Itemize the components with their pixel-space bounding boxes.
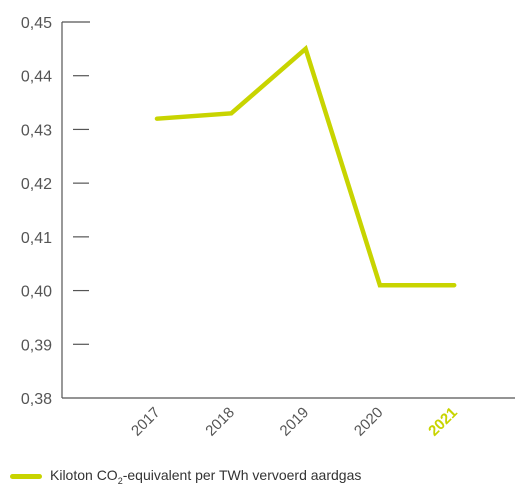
y-tick-label: 0,40 <box>21 284 52 301</box>
y-ticks: 0,45 0,44 0,43 0,42 0,41 0,40 0,39 0,38 <box>21 15 90 408</box>
x-tick-label: 2021 <box>425 404 461 440</box>
y-tick-label: 0,38 <box>21 391 52 408</box>
x-tick-label: 2017 <box>128 404 164 440</box>
y-tick-label: 0,43 <box>21 122 52 139</box>
y-tick-label: 0,42 <box>21 176 52 193</box>
series-line <box>154 44 457 288</box>
legend-swatch <box>10 473 42 479</box>
x-tick-label: 2018 <box>202 404 238 440</box>
legend: Kiloton CO2-equivalent per TWh vervoerd … <box>10 466 361 486</box>
y-tick-label: 0,41 <box>21 230 52 247</box>
x-ticks: 2017 2018 2019 2020 2021 <box>128 404 461 440</box>
legend-label: Kiloton CO2-equivalent per TWh vervoerd … <box>50 466 362 486</box>
y-tick-label: 0,45 <box>21 15 52 32</box>
y-tick-label: 0,39 <box>21 337 52 354</box>
x-tick-label: 2020 <box>351 404 387 440</box>
y-tick-label: 0,44 <box>21 69 52 86</box>
x-tick-label: 2019 <box>277 404 313 440</box>
